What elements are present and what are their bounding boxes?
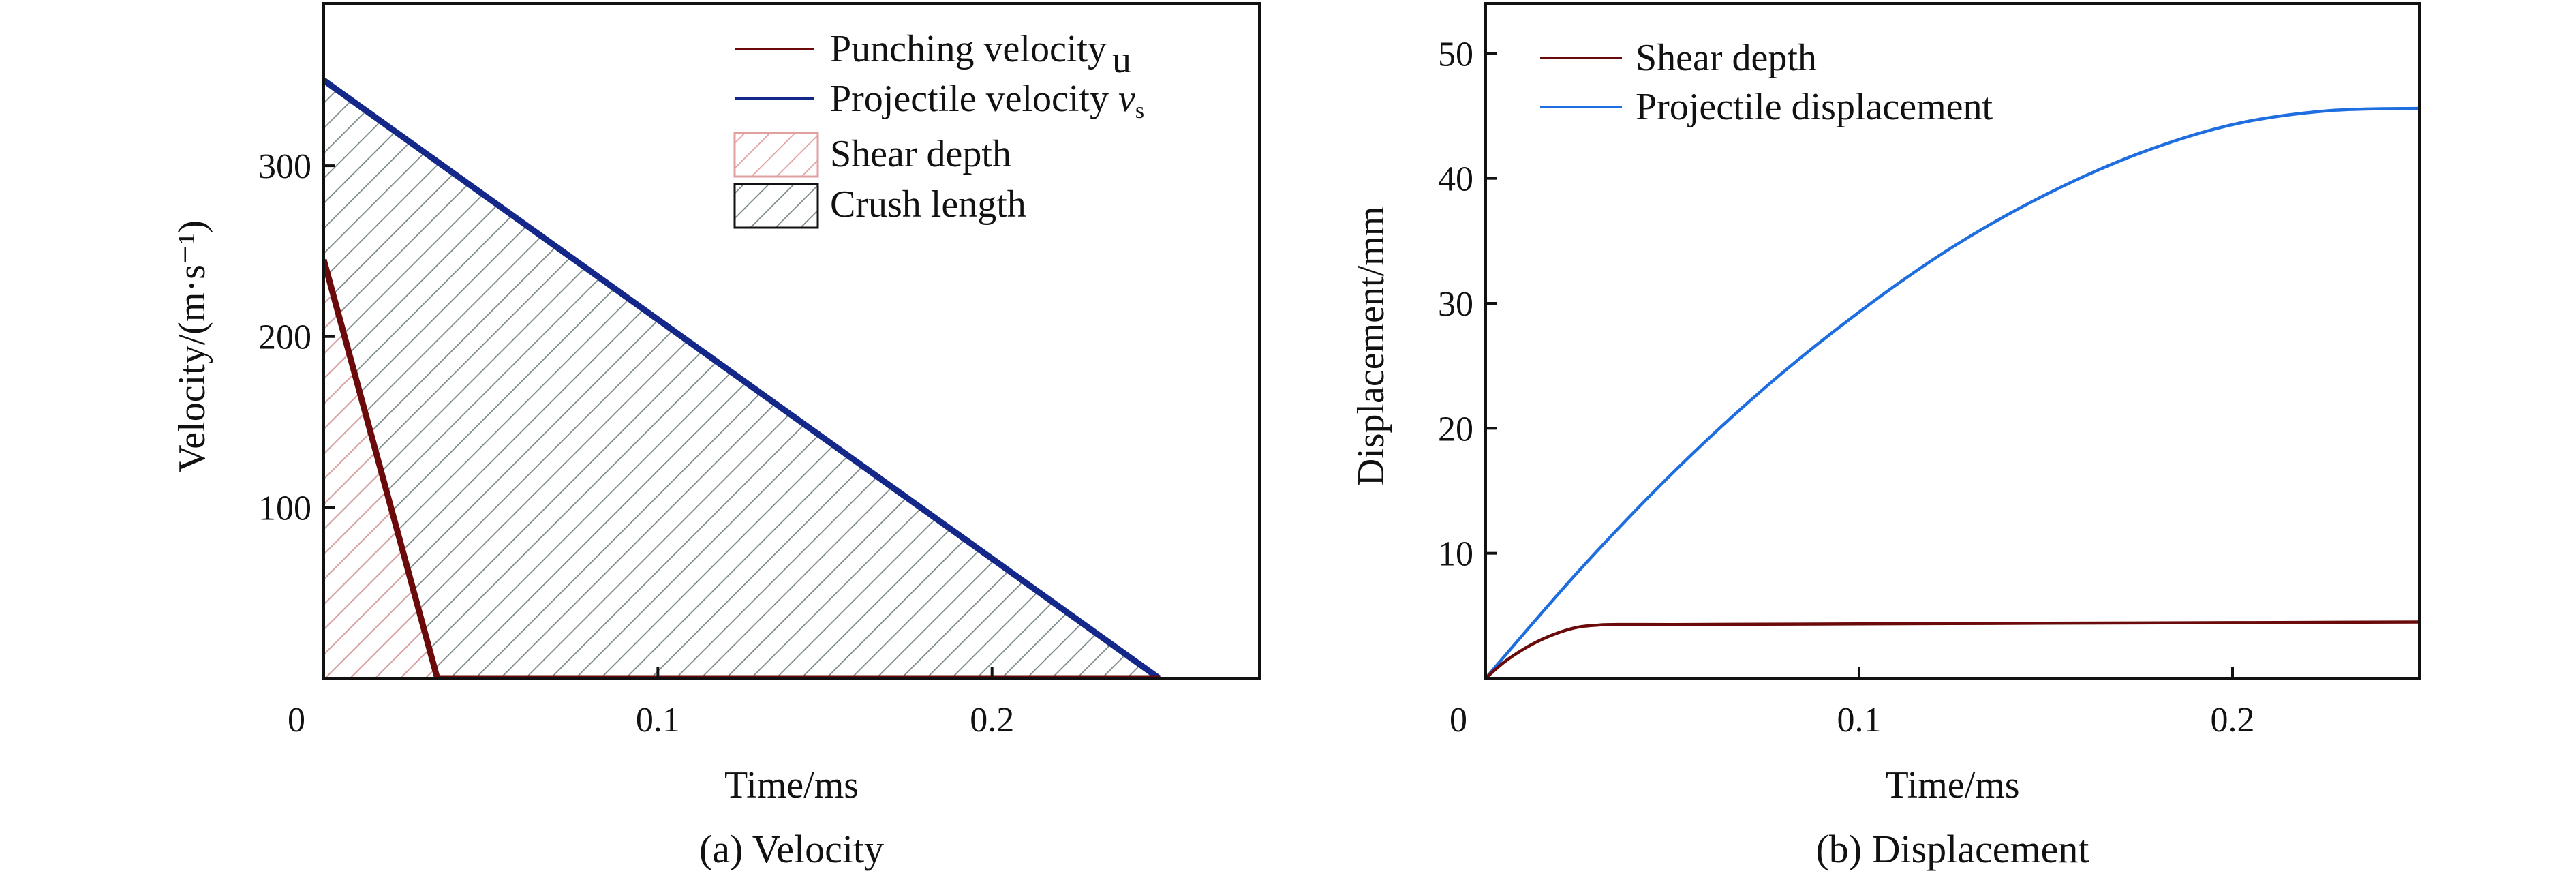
b-y-tick-label-4: 50	[1438, 35, 1473, 74]
legend-entry-shear-depth-b: Shear depth	[1540, 37, 1817, 79]
legend-symbol-u: u	[1112, 39, 1131, 81]
legend-swatch-crush-length	[733, 183, 819, 229]
b-x-tick-label-0: 0.1	[1837, 701, 1882, 740]
series-shear-depth	[1486, 620, 2419, 678]
displacement-x-ticks: 0.1 0.2	[1837, 667, 2255, 740]
velocity-x-ticks: 0.1 0.2	[636, 667, 1014, 740]
velocity-caption: (a) Velocity	[699, 827, 884, 871]
a-y-tick-label-2: 300	[258, 147, 311, 186]
a-y-tick-label-1: 200	[258, 318, 311, 357]
displacement-y-ticks: 10 20 30 40 50	[1438, 35, 1497, 574]
legend-label-shear-depth: Shear depth	[830, 133, 1011, 175]
legend-label-projectile-velocity: Projectile velocity vs	[830, 78, 1144, 123]
displacement-caption: (b) Displacement	[1815, 827, 2089, 871]
displacement-legend: Shear depth Projectile displacement	[1540, 37, 1993, 128]
displacement-chart: 0.1 0.2 10 20 30 40 50 0 Time/ms Displacement…	[1350, 2, 2421, 871]
legend-label-shear-depth-b: Shear depth	[1636, 37, 1817, 79]
b-x-tick-label-1: 0.2	[2211, 701, 2255, 740]
velocity-x-axis-label: Time/ms	[724, 764, 859, 806]
legend-entry-projectile-displacement: Projectile displacement	[1540, 86, 1993, 128]
velocity-y-axis-label: Velocity/(m·s⁻¹)	[171, 220, 213, 472]
legend-text-punching-velocity: Punching velocity	[830, 28, 1107, 70]
velocity-legend: Punching velocity u Projectile velocity vs…	[733, 28, 1144, 229]
legend-symbol-subscript-s: s	[1135, 98, 1144, 123]
b-y-tick-label-0: 10	[1438, 535, 1473, 574]
displacement-origin-label: 0	[1450, 701, 1467, 740]
legend-label-projectile-displacement: Projectile displacement	[1636, 86, 1993, 128]
legend-entry-projectile-velocity: Projectile velocity vs	[735, 78, 1144, 123]
velocity-chart: 0.1 0.2 100 200 300 0 Time/ms Velocity/(m·s…	[171, 2, 1261, 871]
series-punching-velocity	[324, 258, 1159, 678]
displacement-y-axis-label: Displacement/mm	[1350, 207, 1392, 487]
legend-label-punching-velocity: Punching velocity u	[830, 28, 1131, 81]
legend-entry-crush-length: Crush length	[733, 183, 1026, 229]
legend-text-projectile-velocity: Projectile velocity	[830, 78, 1109, 120]
legend-swatch-shear-depth	[733, 132, 819, 178]
velocity-series-lines	[324, 78, 1161, 678]
legend-symbol-v: v	[1118, 78, 1135, 120]
series-projectile-displacement	[1486, 106, 2419, 678]
displacement-plot-frame	[1484, 2, 2421, 680]
legend-entry-punching-velocity: Punching velocity u	[735, 28, 1131, 81]
b-y-tick-label-1: 20	[1438, 410, 1473, 449]
legend-entry-shear-depth: Shear depth	[733, 132, 1011, 178]
b-y-tick-label-2: 30	[1438, 285, 1473, 324]
a-x-tick-label-0: 0.1	[636, 701, 680, 740]
velocity-origin-label: 0	[288, 701, 305, 740]
legend-label-crush-length: Crush length	[830, 183, 1026, 226]
series-projectile-velocity	[324, 78, 1161, 678]
b-y-tick-label-3: 40	[1438, 160, 1473, 199]
a-y-tick-label-0: 100	[258, 489, 311, 528]
velocity-y-ticks: 100 200 300	[258, 147, 335, 528]
a-x-tick-label-1: 0.2	[970, 701, 1014, 740]
displacement-series-lines	[1486, 106, 2419, 678]
velocity-plot-frame	[322, 2, 1261, 680]
displacement-x-axis-label: Time/ms	[1885, 764, 2019, 806]
